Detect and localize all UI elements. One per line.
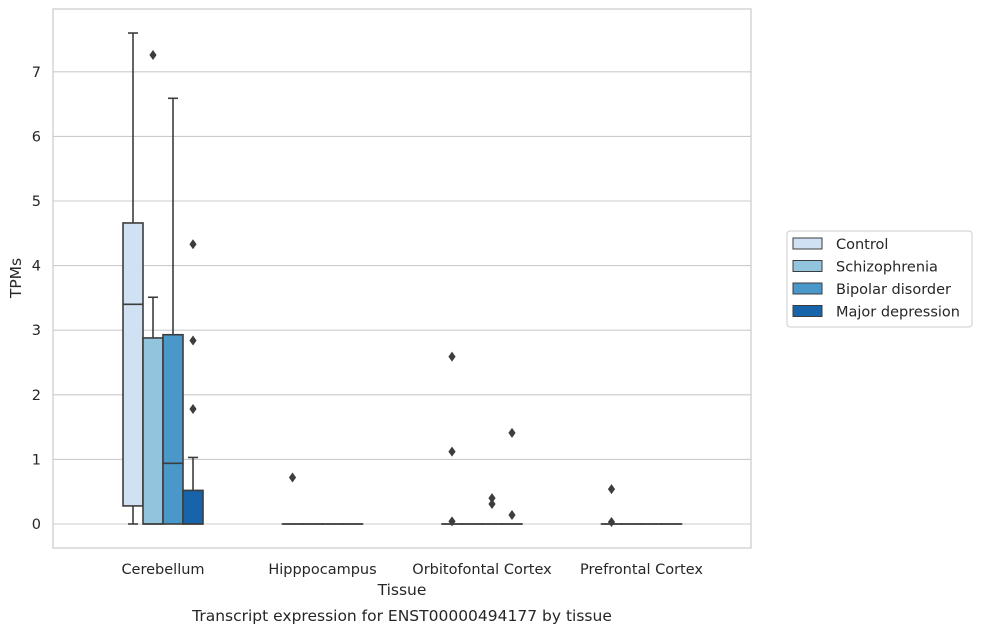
chart-title: Transcript expression for ENST0000049417… bbox=[191, 607, 612, 625]
box-body bbox=[122, 222, 144, 507]
outlier-point bbox=[607, 517, 616, 528]
y-axis-label: TPMs bbox=[7, 258, 25, 299]
y-tick-label: 1 bbox=[32, 452, 41, 468]
y-tick-label: 7 bbox=[32, 65, 41, 81]
legend-label: Major depression bbox=[836, 305, 960, 321]
y-tick-label: 6 bbox=[32, 129, 41, 145]
y-tick-label: 3 bbox=[32, 323, 41, 339]
outlier-point bbox=[288, 472, 297, 483]
y-tick-label: 4 bbox=[32, 259, 41, 275]
legend-label: Control bbox=[836, 237, 888, 253]
box-body bbox=[182, 489, 204, 525]
y-tick-label: 0 bbox=[32, 517, 41, 533]
outlier-point bbox=[448, 351, 456, 362]
legend-frame bbox=[786, 230, 973, 328]
x-tick-label: Hipppocampus bbox=[268, 562, 376, 578]
legend-label: Bipolar disorder bbox=[836, 282, 951, 298]
outlier-point bbox=[448, 516, 456, 527]
box-0-3 bbox=[182, 239, 204, 525]
box-2-0 bbox=[441, 351, 463, 527]
y-tick-labels: 0 1 2 3 4 5 6 7 bbox=[32, 65, 41, 533]
outlier-point bbox=[189, 404, 197, 415]
outlier-point bbox=[448, 446, 456, 457]
y-tick-label: 5 bbox=[32, 194, 41, 210]
legend-swatch bbox=[792, 260, 823, 272]
outlier-point bbox=[189, 239, 197, 250]
legend-swatch bbox=[792, 237, 823, 250]
box-0-0 bbox=[122, 32, 144, 525]
legend-label: Schizophrenia bbox=[836, 260, 938, 276]
box-body bbox=[162, 333, 184, 525]
outlier-point bbox=[508, 509, 516, 520]
legend-swatch bbox=[792, 282, 823, 295]
outlier-point bbox=[189, 335, 197, 346]
y-tick-label: 2 bbox=[32, 388, 41, 404]
box-groups bbox=[122, 32, 683, 528]
legend-swatch bbox=[792, 305, 823, 317]
x-axis-label: Tissue bbox=[377, 581, 427, 599]
x-tick-labels: Cerebellum Hipppocampus Orbitofontal Corte… bbox=[121, 562, 703, 578]
x-tick-label: Cerebellum bbox=[121, 562, 204, 578]
outlier-point bbox=[488, 498, 496, 509]
box-body bbox=[142, 337, 164, 525]
outlier-point bbox=[149, 50, 157, 61]
outlier-point bbox=[607, 484, 616, 495]
box-2-2 bbox=[481, 493, 503, 525]
box-2-3 bbox=[501, 427, 523, 525]
outlier-point bbox=[488, 493, 496, 504]
box-0-2 bbox=[162, 97, 184, 525]
outlier-point bbox=[508, 427, 516, 438]
x-tick-label: Orbitofontal Cortex bbox=[412, 562, 552, 578]
legend: Control Schizophrenia Bipolar disorder Majo… bbox=[786, 230, 973, 328]
x-tick-label: Prefrontal Cortex bbox=[580, 562, 703, 578]
plot-frame bbox=[52, 8, 752, 549]
